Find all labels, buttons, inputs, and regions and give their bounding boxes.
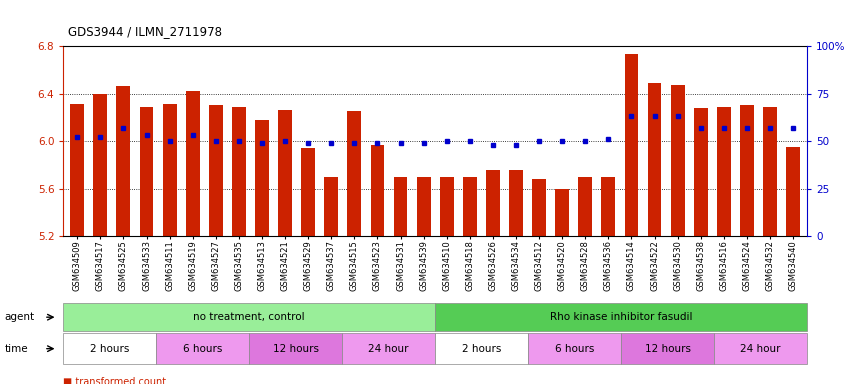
Bar — [370, 145, 384, 236]
Bar — [439, 177, 453, 236]
Bar — [485, 170, 500, 236]
Bar — [670, 85, 684, 236]
Bar — [716, 107, 730, 236]
Text: GDS3944 / ILMN_2711978: GDS3944 / ILMN_2711978 — [68, 25, 221, 38]
Bar — [785, 147, 799, 236]
Bar — [393, 177, 407, 236]
Bar — [624, 55, 637, 236]
Bar — [555, 189, 569, 236]
Bar — [163, 104, 176, 236]
Bar — [577, 177, 592, 236]
Bar — [232, 107, 246, 236]
Bar — [416, 177, 430, 236]
Bar — [94, 94, 107, 236]
Text: time: time — [4, 344, 28, 354]
Text: ■ transformed count: ■ transformed count — [63, 377, 166, 384]
Bar — [532, 179, 545, 236]
Bar — [693, 108, 706, 236]
Text: 2 hours: 2 hours — [462, 344, 500, 354]
Bar — [762, 107, 776, 236]
Text: 12 hours: 12 hours — [273, 344, 318, 354]
Bar — [739, 106, 753, 236]
Text: agent: agent — [4, 312, 35, 322]
Text: 6 hours: 6 hours — [555, 344, 593, 354]
Bar — [463, 177, 476, 236]
Text: 24 hour: 24 hour — [368, 344, 408, 354]
Bar — [116, 86, 130, 236]
Bar — [208, 106, 223, 236]
Text: no treatment, control: no treatment, control — [193, 312, 305, 322]
Text: 6 hours: 6 hours — [183, 344, 222, 354]
Bar — [70, 104, 84, 236]
Bar — [508, 170, 522, 236]
Bar — [139, 107, 154, 236]
Bar — [255, 120, 268, 236]
Bar — [186, 91, 199, 236]
Bar — [300, 148, 315, 236]
Text: 2 hours: 2 hours — [90, 344, 129, 354]
Bar — [647, 83, 661, 236]
Bar — [601, 177, 614, 236]
Bar — [347, 111, 361, 236]
Bar — [324, 177, 338, 236]
Text: Rho kinase inhibitor fasudil: Rho kinase inhibitor fasudil — [549, 312, 691, 322]
Bar — [278, 110, 292, 236]
Text: 24 hour: 24 hour — [739, 344, 780, 354]
Text: 12 hours: 12 hours — [644, 344, 690, 354]
